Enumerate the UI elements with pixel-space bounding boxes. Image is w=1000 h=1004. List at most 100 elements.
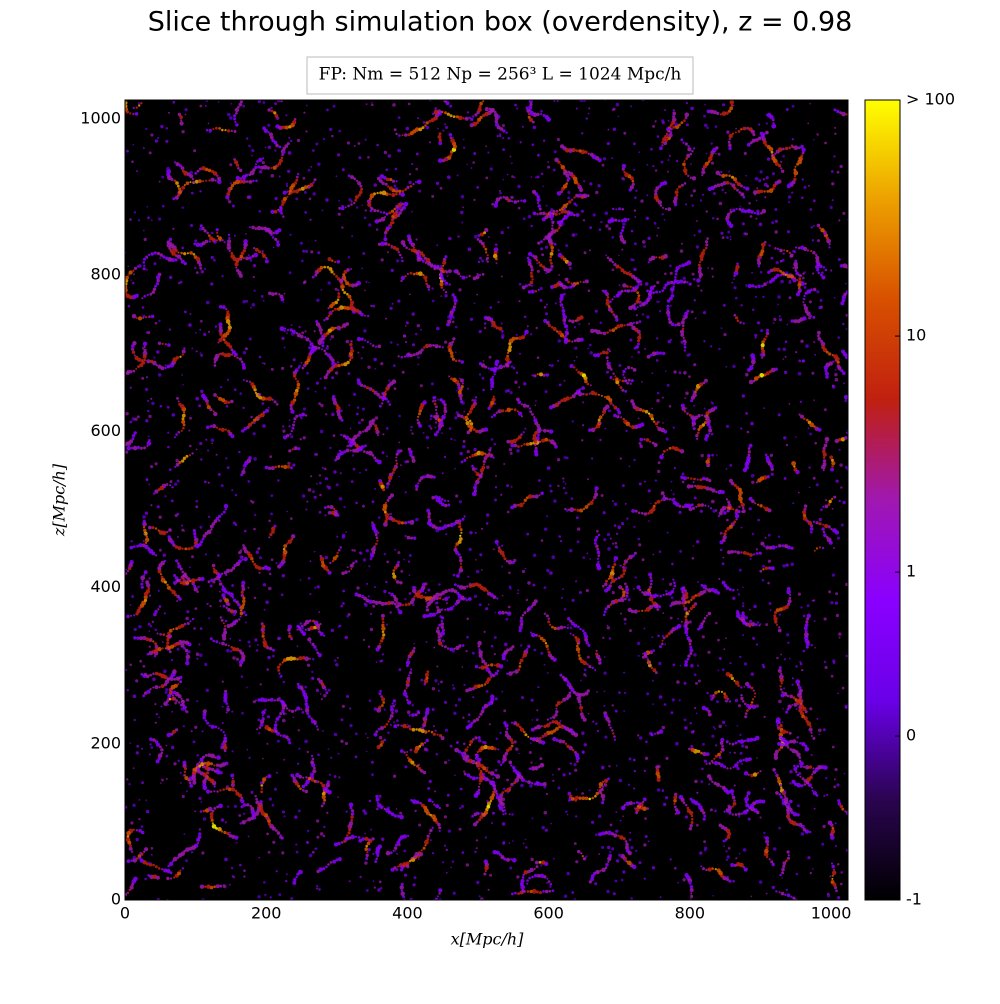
- texture-dot: [157, 364, 162, 369]
- texture-dot: [170, 877, 173, 880]
- texture-dot: [167, 343, 171, 347]
- texture-dot: [685, 634, 689, 637]
- texture-dot: [853, 479, 855, 481]
- texture-dot: [219, 789, 222, 792]
- texture-dot: [778, 666, 782, 670]
- texture-dot: [603, 778, 609, 784]
- texture-dot: [601, 413, 604, 416]
- texture-dot: [528, 105, 533, 110]
- texture-dot: [740, 686, 743, 689]
- texture-dot: [230, 251, 234, 255]
- texture-dot: [794, 259, 798, 263]
- texture-dot: [799, 711, 805, 716]
- texture-dot: [776, 623, 778, 626]
- texture-dot: [802, 513, 807, 518]
- texture-dot: [510, 764, 513, 767]
- texture-dot: [572, 690, 577, 695]
- texture-dot: [415, 271, 420, 276]
- texture-dot: [443, 406, 447, 410]
- texture-dot: [735, 207, 738, 211]
- texture-dot: [218, 803, 223, 809]
- texture-dot: [619, 835, 624, 840]
- texture-dot: [261, 396, 266, 401]
- texture-dot: [129, 545, 134, 550]
- texture-dot: [329, 304, 334, 309]
- texture-dot: [364, 444, 367, 448]
- texture-dot: [549, 255, 552, 259]
- texture-dot: [498, 664, 504, 669]
- texture-dot: [132, 369, 136, 373]
- texture-dot: [793, 319, 798, 324]
- texture-dot: [273, 699, 277, 702]
- texture-dot: [223, 503, 229, 509]
- texture-dot: [466, 430, 471, 435]
- texture-dot: [748, 443, 753, 448]
- texture-dot: [495, 774, 501, 779]
- texture-dot: [677, 600, 682, 605]
- texture-dot: [732, 208, 736, 213]
- texture-dot: [781, 147, 785, 151]
- texture-dot: [399, 581, 403, 585]
- texture-dot: [631, 325, 636, 331]
- texture-dot: [247, 89, 251, 93]
- texture-dot: [259, 723, 264, 727]
- texture-dot: [837, 799, 841, 803]
- texture-dot: [128, 888, 131, 892]
- texture-dot: [478, 273, 482, 277]
- texture-dot: [280, 156, 284, 159]
- texture-dot: [562, 184, 568, 189]
- texture-dot: [857, 424, 862, 429]
- texture-dot: [628, 801, 633, 806]
- texture-dot: [344, 435, 350, 440]
- texture-dot: [769, 464, 774, 469]
- texture-dot: [411, 727, 416, 732]
- texture-dot: [686, 627, 689, 631]
- texture-dot: [181, 459, 185, 463]
- texture-dot: [440, 625, 444, 629]
- texture-dot: [202, 180, 205, 183]
- texture-dot: [590, 427, 596, 433]
- texture-dot: [834, 886, 838, 890]
- texture-dot: [216, 174, 219, 177]
- texture-dot: [258, 157, 263, 162]
- texture-dot: [248, 226, 251, 229]
- texture-dot: [522, 403, 527, 408]
- texture-dot: [268, 536, 271, 539]
- texture-dot: [391, 193, 396, 197]
- texture-dot: [347, 831, 351, 835]
- texture-dot: [719, 785, 722, 788]
- texture-dot: [377, 434, 379, 436]
- texture-dot: [604, 395, 606, 398]
- texture-dot: [230, 783, 235, 787]
- texture-dot: [782, 864, 786, 869]
- texture-dot: [161, 647, 164, 650]
- texture-dot: [780, 682, 783, 685]
- texture-dot: [812, 251, 816, 255]
- texture-dot: [154, 610, 158, 614]
- texture-dot: [856, 481, 858, 483]
- texture-dot: [584, 796, 589, 801]
- texture-dot: [733, 679, 736, 682]
- texture-dot: [608, 398, 613, 403]
- texture-dot: [438, 345, 442, 349]
- texture-dot: [644, 409, 649, 414]
- texture-dot: [486, 260, 489, 263]
- texture-dot: [198, 167, 202, 171]
- texture-dot: [539, 440, 542, 443]
- texture-dot: [113, 524, 116, 527]
- texture-dot: [830, 829, 836, 834]
- texture-dot: [533, 440, 538, 444]
- texture-dot: [242, 365, 246, 370]
- texture-dot: [277, 669, 280, 672]
- texture-dot: [169, 484, 172, 487]
- texture-dot: [175, 627, 179, 631]
- texture-dot: [635, 288, 638, 291]
- texture-dot: [683, 607, 688, 611]
- texture-dot: [136, 857, 139, 860]
- texture-dot: [621, 163, 627, 169]
- texture-dot: [667, 632, 671, 636]
- texture-dot: [240, 593, 244, 598]
- texture-dot: [551, 720, 555, 724]
- texture-dot: [215, 827, 218, 830]
- texture-dot: [402, 895, 405, 899]
